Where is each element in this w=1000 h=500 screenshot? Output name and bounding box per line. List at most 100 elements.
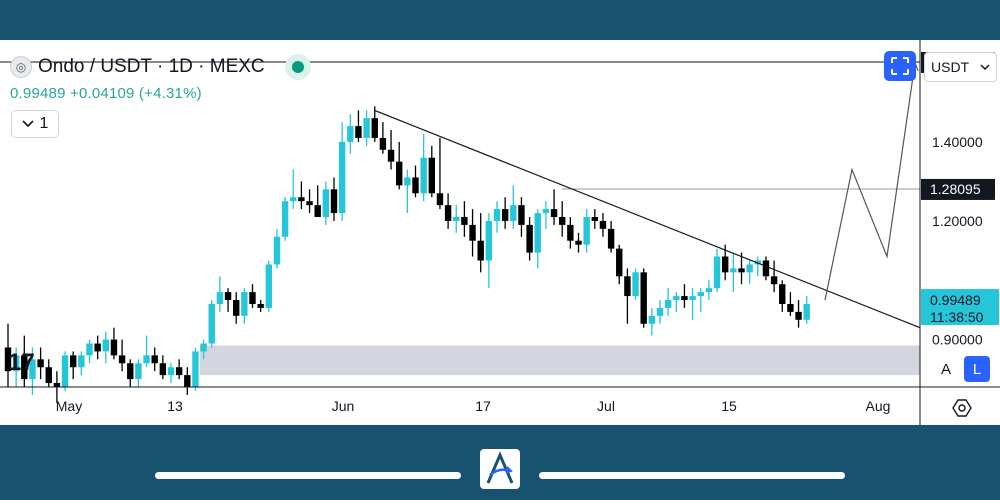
candle-body (192, 351, 199, 387)
candle (648, 307, 656, 336)
candle-body (412, 177, 419, 194)
candle-body (86, 343, 93, 356)
candle (298, 181, 305, 210)
candle (355, 110, 362, 142)
indicators-toggle-button[interactable]: 1 (11, 110, 59, 138)
candle-body (485, 220, 493, 261)
candle-body (12, 355, 20, 372)
candle (534, 209, 541, 269)
candle-body (632, 272, 639, 297)
candle (640, 268, 647, 328)
fullscreen-icon (891, 57, 909, 75)
fullscreen-button[interactable] (884, 51, 916, 81)
candle-body (526, 224, 533, 253)
y-tick-label: 0.90000 (932, 332, 983, 348)
candle (673, 292, 680, 312)
candle (803, 296, 810, 324)
candle-body (404, 177, 411, 186)
candle (664, 288, 672, 316)
current-price-marker (921, 289, 999, 326)
candle (754, 256, 761, 277)
candle-body (713, 256, 721, 289)
candle-body (379, 137, 387, 150)
candle (542, 201, 550, 229)
candle (689, 288, 696, 320)
candle-body (436, 193, 444, 206)
candle (4, 323, 12, 387)
candle (102, 331, 109, 364)
candle (477, 213, 484, 273)
candle (396, 141, 403, 190)
currency-value: USDT (931, 59, 970, 75)
candle-body (681, 296, 688, 301)
candle (151, 347, 158, 372)
candle-body (567, 224, 574, 241)
candle (192, 347, 199, 391)
candle-body (453, 217, 460, 221)
candle-body (159, 363, 167, 376)
candle-body (387, 149, 395, 162)
candle (681, 284, 688, 308)
candle (330, 177, 338, 221)
candlestick-chart[interactable]: 171.400001.200000.900001.602161.280950.9… (0, 40, 1000, 425)
candle-body (371, 118, 378, 138)
projection-path (824, 62, 916, 301)
candle-body (306, 201, 313, 206)
candle-body (110, 339, 118, 356)
candle (713, 248, 721, 293)
candle-body (599, 220, 607, 229)
candle (493, 201, 501, 233)
currency-select[interactable]: USDT (924, 52, 997, 82)
candle-body (21, 355, 28, 380)
candle-body (770, 276, 778, 285)
candle-body (493, 209, 501, 221)
candle-body (118, 355, 126, 364)
candle-body (216, 292, 224, 304)
candle (371, 106, 378, 142)
chart-area[interactable]: 171.400001.200000.900001.602161.280950.9… (0, 40, 1000, 425)
candle (61, 351, 69, 391)
candle (143, 335, 150, 368)
candle-body (184, 375, 191, 387)
tradingview-logo: 17 (8, 349, 35, 376)
candle (363, 110, 370, 146)
candle-body (355, 126, 362, 138)
candle-body (224, 292, 232, 301)
x-tick-label: 13 (167, 398, 183, 414)
candle-body (461, 217, 468, 225)
candle (21, 335, 28, 387)
candle (510, 185, 517, 229)
candle (469, 209, 476, 257)
candle-body (730, 268, 737, 273)
auto-scale-button[interactable]: A (933, 356, 959, 382)
candle (770, 260, 778, 293)
candle-body (70, 355, 77, 368)
candle (306, 189, 313, 214)
candle (428, 145, 435, 198)
candle-body (575, 240, 582, 245)
candle (575, 232, 582, 253)
candle-body (363, 118, 370, 138)
candle (78, 351, 85, 376)
x-tick-label: May (56, 398, 82, 414)
candle-body (559, 217, 566, 225)
log-scale-button[interactable]: L (964, 356, 990, 382)
symbol-header[interactable]: ◎ Ondo / USDT · 1D · MEXC (10, 54, 311, 80)
candle (37, 347, 44, 380)
candle-body (167, 367, 175, 376)
candle (281, 197, 289, 241)
candle-body (78, 355, 85, 368)
candle-body (705, 288, 713, 293)
chevron-down-icon (980, 64, 990, 70)
candle-body (330, 189, 338, 214)
candle-body (135, 363, 142, 380)
candle (387, 130, 395, 170)
symbol-title: Ondo / USDT · 1D · MEXC (38, 56, 265, 77)
brand-logo (480, 449, 520, 489)
chart-settings-button[interactable] (950, 396, 974, 420)
indicator-count: 1 (39, 115, 49, 132)
candle (257, 300, 264, 312)
candle (795, 300, 802, 328)
candle-body (722, 256, 729, 273)
candle (290, 169, 297, 210)
